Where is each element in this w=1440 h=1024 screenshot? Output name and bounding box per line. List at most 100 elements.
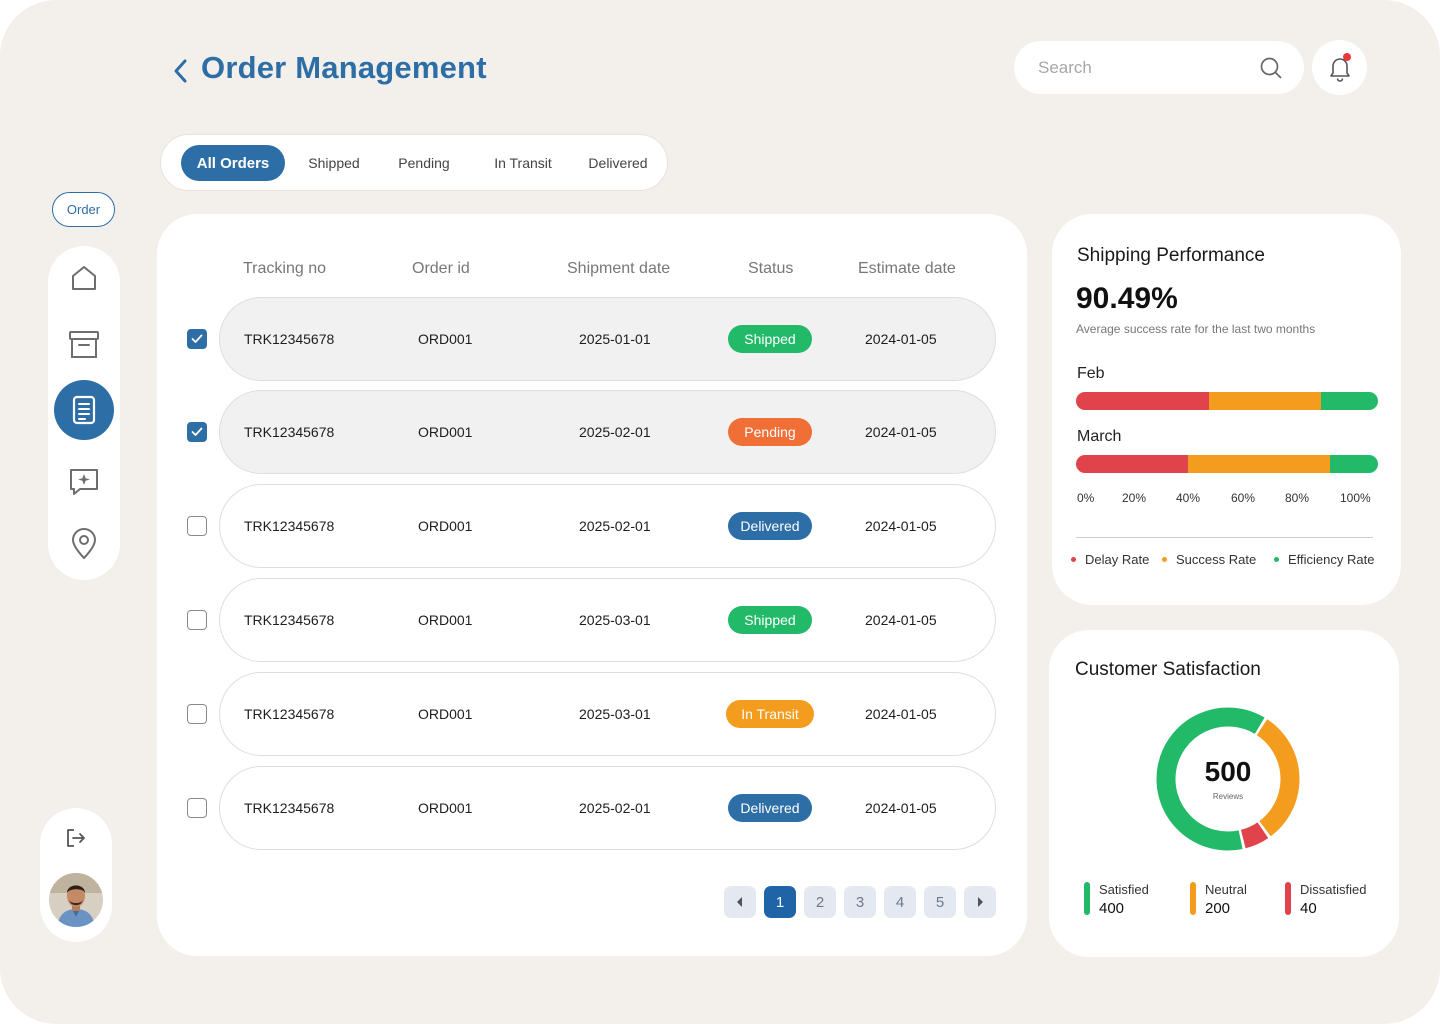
legend-swatch-efficiency bbox=[1274, 557, 1279, 562]
legend-value: 400 bbox=[1099, 900, 1125, 917]
shipping-performance-title: Shipping Performance bbox=[1077, 245, 1265, 266]
next-page-button[interactable] bbox=[964, 886, 996, 918]
cell-order-id: ORD001 bbox=[418, 706, 473, 722]
tab-all-orders[interactable]: All Orders bbox=[181, 145, 285, 181]
column-header-estimate-date[interactable]: Estimate date bbox=[858, 260, 956, 277]
x-tick-label: 80% bbox=[1285, 491, 1310, 505]
page-title: Order Management bbox=[201, 50, 487, 85]
cell-tracking: TRK12345678 bbox=[244, 800, 335, 816]
status-badge: Delivered bbox=[728, 512, 812, 540]
legend-swatch bbox=[1285, 882, 1291, 915]
row-checkbox[interactable] bbox=[187, 422, 207, 442]
legend-divider bbox=[1076, 537, 1373, 538]
legend-label: Success Rate bbox=[1176, 552, 1257, 567]
column-header-shipment-date[interactable]: Shipment date bbox=[567, 260, 671, 277]
customer-satisfaction-card: Customer Satisfaction 500 Reviews Satisf… bbox=[1049, 630, 1399, 957]
row-checkbox[interactable] bbox=[187, 704, 207, 724]
page-button-5[interactable]: 5 bbox=[924, 886, 956, 918]
bar-segment-success-rate bbox=[1208, 392, 1321, 410]
caret-right-icon bbox=[978, 897, 983, 907]
cell-order-id: ORD001 bbox=[418, 424, 473, 440]
tab-in-transit[interactable]: In Transit bbox=[494, 155, 552, 171]
column-header-order-id[interactable]: Order id bbox=[412, 260, 470, 277]
legend-label: Neutral bbox=[1205, 882, 1247, 897]
current-section-chip: Order bbox=[52, 192, 115, 227]
status-badge: In Transit bbox=[726, 700, 814, 728]
location-pin-icon bbox=[72, 528, 96, 559]
tab-delivered[interactable]: Delivered bbox=[588, 155, 648, 171]
page-button-4[interactable]: 4 bbox=[884, 886, 916, 918]
legend-label: Satisfied bbox=[1099, 882, 1149, 897]
checkmark-icon bbox=[191, 334, 203, 343]
cell-order-id: ORD001 bbox=[418, 612, 473, 628]
row-checkbox[interactable] bbox=[187, 610, 207, 630]
legend-swatch bbox=[1190, 882, 1196, 915]
status-badge: Shipped bbox=[728, 325, 812, 353]
row-checkbox[interactable] bbox=[187, 329, 207, 349]
sidebar-item-tracking[interactable] bbox=[54, 514, 114, 574]
order-filter-tabs: All Orders Shipped Pending In Transit De… bbox=[160, 134, 668, 191]
shipping-performance-subtitle: Average success rate for the last two mo… bbox=[1076, 322, 1316, 336]
sidebar-item-orders[interactable] bbox=[54, 380, 114, 440]
tab-pending[interactable]: Pending bbox=[398, 155, 450, 171]
sidebar-item-messages[interactable] bbox=[54, 452, 114, 512]
cell-order-id: ORD001 bbox=[418, 800, 473, 816]
legend-value: 200 bbox=[1205, 900, 1231, 917]
legend-efficiency-rate: Efficiency Rate bbox=[1274, 552, 1374, 567]
search-icon[interactable] bbox=[1260, 57, 1282, 79]
table-row[interactable]: TRK12345678 ORD001 2025-03-01 Shipped 2024-0… bbox=[219, 578, 996, 662]
page-button-3[interactable]: 3 bbox=[844, 886, 876, 918]
x-tick-label: 20% bbox=[1122, 491, 1147, 505]
notification-button[interactable] bbox=[1312, 40, 1367, 95]
bar-segment-delay-rate bbox=[1076, 455, 1188, 473]
prev-page-button[interactable] bbox=[724, 886, 756, 918]
cell-shipment-date: 2025-01-01 bbox=[579, 331, 651, 347]
row-checkbox[interactable] bbox=[187, 516, 207, 536]
sidebar-footer bbox=[40, 808, 112, 942]
cell-tracking: TRK12345678 bbox=[244, 518, 335, 534]
legend-swatch bbox=[1084, 882, 1090, 915]
table-row[interactable]: TRK12345678 ORD001 2025-03-01 In Transit 202… bbox=[219, 672, 996, 756]
home-icon bbox=[72, 266, 96, 290]
tab-shipped[interactable]: Shipped bbox=[308, 155, 360, 171]
search-input[interactable] bbox=[1038, 57, 1260, 78]
column-header-status[interactable]: Status bbox=[748, 260, 794, 277]
sidebar-item-inventory[interactable] bbox=[54, 315, 114, 375]
donut-total-label: Reviews bbox=[1212, 792, 1244, 801]
stacked-bar-march bbox=[1076, 455, 1378, 473]
page-button-2[interactable]: 2 bbox=[804, 886, 836, 918]
donut-total: 500 bbox=[1204, 756, 1252, 787]
cell-estimate-date: 2024-01-05 bbox=[865, 612, 937, 628]
logout-button[interactable] bbox=[62, 824, 90, 852]
legend-delay-rate: Delay Rate bbox=[1071, 552, 1149, 567]
table-row[interactable]: TRK12345678 ORD001 2025-02-01 Delivered 2024… bbox=[219, 766, 996, 850]
checkmark-icon bbox=[191, 427, 203, 436]
page-button-1[interactable]: 1 bbox=[764, 886, 796, 918]
caret-left-icon bbox=[737, 897, 742, 907]
table-row[interactable]: TRK12345678 ORD001 2025-02-01 Pending 2024-0… bbox=[219, 390, 996, 474]
table-row[interactable]: TRK12345678 ORD001 2025-02-01 Delivered 2024… bbox=[219, 484, 996, 568]
legend-label: Delay Rate bbox=[1085, 552, 1150, 567]
x-tick-label: 0% bbox=[1077, 491, 1095, 505]
bar-segment-delay-rate bbox=[1076, 392, 1209, 410]
avatar[interactable] bbox=[49, 873, 103, 927]
chat-sparkle-icon bbox=[70, 469, 98, 495]
cell-tracking: TRK12345678 bbox=[244, 612, 335, 628]
chevron-left-icon bbox=[174, 59, 187, 83]
orders-icon bbox=[72, 395, 96, 425]
table-row[interactable]: TRK12345678 ORD001 2025-01-01 Shipped 2024-0… bbox=[219, 297, 996, 381]
shipping-performance-card: Shipping Performance 90.49% Average succ… bbox=[1052, 214, 1401, 605]
sidebar-item-home[interactable] bbox=[54, 248, 114, 308]
column-header-tracking[interactable]: Tracking no bbox=[243, 260, 326, 277]
x-tick-label: 100% bbox=[1340, 491, 1371, 505]
legend-label: Efficiency Rate bbox=[1288, 552, 1375, 567]
donut-slice-dissatisfied bbox=[1240, 822, 1269, 849]
cell-tracking: TRK12345678 bbox=[244, 331, 335, 347]
x-tick-label: 40% bbox=[1176, 491, 1201, 505]
satisfaction-donut: 500 Reviews bbox=[1155, 706, 1301, 852]
legend-value: 40 bbox=[1300, 900, 1317, 917]
row-checkbox[interactable] bbox=[187, 798, 207, 818]
legend-swatch-delay bbox=[1071, 557, 1076, 562]
status-badge: Pending bbox=[728, 418, 812, 446]
back-button[interactable] bbox=[168, 56, 194, 86]
